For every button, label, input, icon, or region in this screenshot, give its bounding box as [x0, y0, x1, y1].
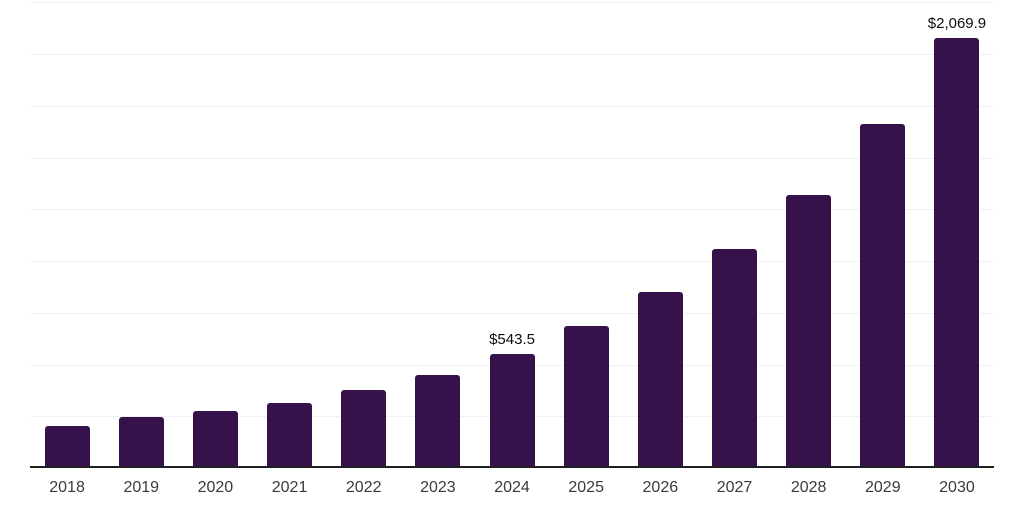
bar-column-2027 — [697, 0, 771, 466]
value-label-2024: $543.5 — [489, 330, 535, 348]
x-tick-label-2023: 2023 — [420, 479, 456, 496]
bar-column-2029 — [846, 0, 920, 466]
bar-column-2026 — [623, 0, 697, 466]
bar-2020 — [192, 411, 238, 466]
x-tick-label-2030: 2030 — [939, 479, 975, 496]
bar-column-2020 — [178, 0, 252, 466]
value-label-2030: $2,069.9 — [927, 14, 987, 32]
x-tick-label-2027: 2027 — [716, 479, 753, 496]
gridline-1000 — [30, 261, 994, 263]
x-tick-label-2021: 2021 — [271, 479, 308, 496]
bar-column-2023 — [401, 0, 475, 466]
gridline-1750 — [30, 105, 994, 107]
gridline-2250 — [30, 2, 994, 4]
bar-2018 — [44, 426, 90, 466]
bar-2019 — [118, 417, 164, 466]
gridline-750 — [30, 312, 994, 314]
gridline-2000 — [30, 54, 994, 56]
x-tick-label-2025: 2025 — [568, 479, 604, 496]
x-axis-labels: 2018 2019 2020 2021 2022 2023 2024 2025 2026 2027… — [30, 479, 994, 497]
bar-2023 — [415, 374, 461, 466]
x-tick-label-2024: 2024 — [494, 479, 530, 496]
bar-2025 — [563, 326, 609, 466]
bars-row: $543.5 $2,069.9 — [30, 0, 994, 466]
bar-2030 — [934, 37, 980, 466]
bar-column-2022 — [327, 0, 401, 466]
plot-area: $543.5 $2,069.9 — [30, 0, 994, 468]
gridline-1250 — [30, 209, 994, 211]
gridline-1500 — [30, 157, 994, 159]
bar-column-2028 — [772, 0, 846, 466]
bar-column-2019 — [104, 0, 178, 466]
bar-2028 — [786, 194, 832, 466]
bar-2027 — [711, 249, 757, 466]
x-tick-label-2018: 2018 — [49, 479, 85, 496]
x-tick-label-2020: 2020 — [197, 479, 234, 496]
bar-2026 — [637, 291, 683, 466]
bar-2024 — [489, 353, 535, 466]
x-tick-label-2029: 2029 — [865, 479, 901, 496]
bar-2021 — [267, 402, 313, 466]
bar-column-2024: $543.5 — [475, 0, 549, 466]
x-tick-label-2019: 2019 — [123, 479, 160, 496]
bar-column-2030: $2,069.9 — [920, 0, 994, 466]
bar-column-2018 — [30, 0, 104, 466]
bar-column-2025 — [549, 0, 623, 466]
bar-2029 — [860, 124, 906, 466]
x-tick-label-2028: 2028 — [790, 479, 827, 496]
x-tick-label-2026: 2026 — [642, 479, 679, 496]
bar-column-2021 — [252, 0, 326, 466]
x-tick-label-2022: 2022 — [345, 479, 382, 496]
bar-2022 — [341, 389, 387, 466]
